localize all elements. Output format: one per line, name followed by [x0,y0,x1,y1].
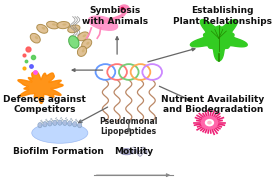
Ellipse shape [43,122,47,127]
Ellipse shape [78,46,87,57]
Ellipse shape [82,39,92,49]
Text: Motility: Motility [114,147,153,156]
Circle shape [119,5,129,13]
Text: Defence against
Competitors: Defence against Competitors [3,94,86,114]
Ellipse shape [82,49,85,52]
Ellipse shape [57,22,70,29]
Ellipse shape [30,33,40,43]
Circle shape [200,115,218,130]
Text: Establishing
Plant Relationships: Establishing Plant Relationships [173,6,272,26]
Circle shape [207,121,212,125]
Ellipse shape [58,120,62,125]
Ellipse shape [62,23,67,26]
Ellipse shape [37,24,48,33]
Ellipse shape [82,34,86,37]
Ellipse shape [42,27,45,30]
Ellipse shape [78,122,82,128]
Ellipse shape [120,149,133,155]
Ellipse shape [53,120,57,125]
Text: Nutrient Availability
and Biodegradation: Nutrient Availability and Biodegradation [161,94,265,114]
Ellipse shape [68,25,80,33]
Ellipse shape [38,122,42,128]
Ellipse shape [46,21,59,29]
Ellipse shape [32,123,88,143]
Ellipse shape [73,122,77,127]
Ellipse shape [78,32,89,41]
Ellipse shape [86,42,89,45]
Text: Pseudomonal
Lipopeptides: Pseudomonal Lipopeptides [100,117,158,136]
Ellipse shape [35,36,38,39]
Circle shape [205,119,214,126]
Ellipse shape [69,36,79,48]
Ellipse shape [63,120,67,125]
Polygon shape [18,71,63,103]
Ellipse shape [52,23,56,26]
Text: Biofilm Formation: Biofilm Formation [13,147,104,156]
Ellipse shape [73,27,77,29]
Ellipse shape [68,121,72,126]
Ellipse shape [89,16,118,30]
Polygon shape [190,19,247,61]
Text: Symbiosis
with Animals: Symbiosis with Animals [82,6,148,26]
Ellipse shape [48,121,52,126]
